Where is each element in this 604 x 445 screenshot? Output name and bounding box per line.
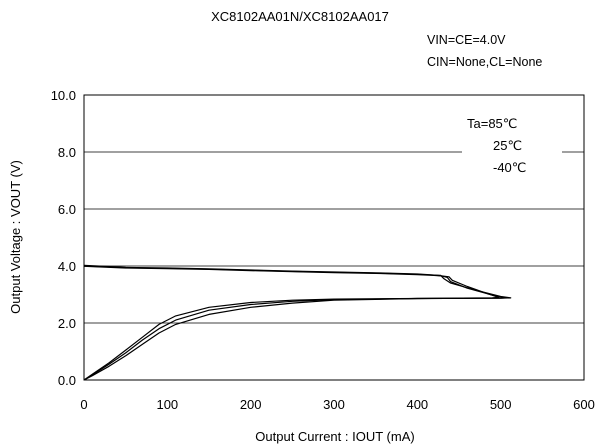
condition-cin-cl: CIN=None,CL=None [427, 55, 542, 69]
y-axis-label: Output Voltage : VOUT (V) [8, 160, 23, 314]
y-tick-label: 8.0 [58, 145, 76, 160]
x-tick-label: 600 [573, 397, 595, 412]
legend: Ta=85℃ 25℃ -40℃ [462, 112, 562, 180]
legend-entry-85: Ta=85℃ [467, 116, 517, 131]
x-tick-label: 0 [80, 397, 87, 412]
plot-frame [83, 94, 585, 381]
y-tick-label: 4.0 [58, 259, 76, 274]
x-tick-labels: 0 100 200 300 400 500 600 [80, 397, 594, 412]
x-tick-label: 100 [156, 397, 178, 412]
legend-entry-25: 25℃ [493, 138, 522, 153]
series-line-2 [83, 265, 500, 381]
series-lines [83, 264, 512, 381]
legend-box [462, 112, 562, 180]
y-tick-label: 6.0 [58, 202, 76, 217]
y-tick-label: 0.0 [58, 373, 76, 388]
legend-entry-minus40: -40℃ [493, 160, 526, 175]
condition-vin: VIN=CE=4.0V [427, 33, 506, 47]
y-tick-labels: 0.0 2.0 4.0 6.0 8.0 10.0 [51, 88, 76, 388]
x-tick-label: 500 [490, 397, 512, 412]
x-axis-label: Output Current : IOUT (mA) [255, 429, 414, 444]
x-tick-label: 400 [406, 397, 428, 412]
chart-title: XC8102AA01N/XC8102AA017 [211, 9, 389, 24]
x-tick-label: 300 [323, 397, 345, 412]
y-tick-label: 10.0 [51, 88, 76, 103]
x-tick-label: 200 [240, 397, 262, 412]
y-tick-label: 2.0 [58, 316, 76, 331]
